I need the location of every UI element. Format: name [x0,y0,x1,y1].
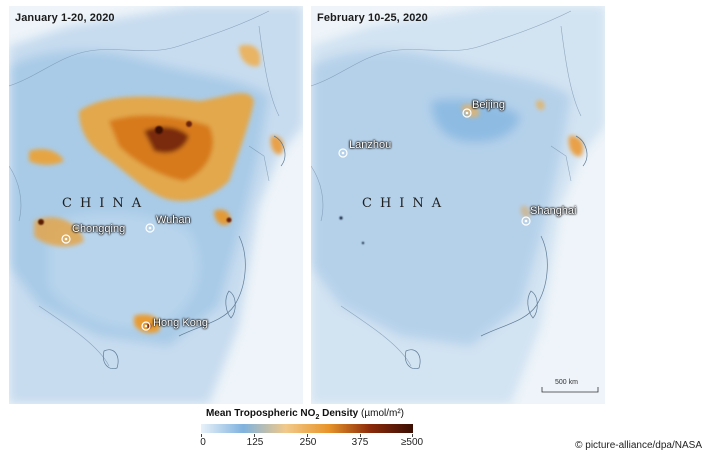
city-label-lanzhou: Lanzhou [349,139,392,151]
no2-map-february [311,6,605,404]
city-label-wuhan: Wuhan [156,214,191,226]
legend-tick-125: 125 [246,437,264,448]
legend: Mean Tropospheric NO2 Density (µmol/m²) … [0,404,710,472]
legend-tick-250: 250 [299,437,317,448]
image-credit: © picture-alliance/dpa/NASA [575,440,702,451]
city-label-beijing: Beijing [472,99,506,111]
country-label: CHINA [362,196,450,211]
legend-title-subscript: 2 [315,414,320,421]
city-label-shanghai: Shanghai [530,205,577,217]
legend-color-bar [201,424,413,433]
legend-title-density: Density [319,408,359,419]
city-marker-chongqing [61,234,71,244]
country-label: CHINA [62,196,150,211]
legend-tick-0: 0 [200,437,206,448]
legend-title-unit: (µmol/m²) [358,408,405,419]
legend-tick-mark [360,434,361,437]
legend-title-main: Mean Tropospheric NO [205,408,316,419]
city-marker-beijing [462,108,472,118]
legend-title: Mean Tropospheric NO2 Density (µmol/m²) [170,408,440,421]
legend-tick-mark [412,434,413,437]
legend-tick-375: 375 [351,437,369,448]
legend-tick-mark [201,434,202,437]
city-marker-lanzhou [338,148,348,158]
map-panel-january: January 1-20, 2020 CHINA Chongqing Wuhan… [9,6,303,404]
legend-tick-mark [254,434,255,437]
city-marker-hongkong [141,321,151,331]
map-panel-february: February 10-25, 2020 CHINA Beijing Lanzh… [311,6,605,404]
panel-title: January 1-20, 2020 [15,12,115,24]
city-label-chongqing: Chongqing [72,223,126,235]
legend-tick-mark [307,434,308,437]
no2-map-january [9,6,303,404]
city-label-hong-kong: Hong Kong [153,317,209,329]
panel-title: February 10-25, 2020 [317,12,428,24]
city-marker-wuhan [145,223,155,233]
city-marker-shanghai [521,216,531,226]
legend-tick-500: ≥500 [400,437,424,448]
scale-bar-label: 500 km [555,379,578,386]
scale-bar [541,387,599,393]
